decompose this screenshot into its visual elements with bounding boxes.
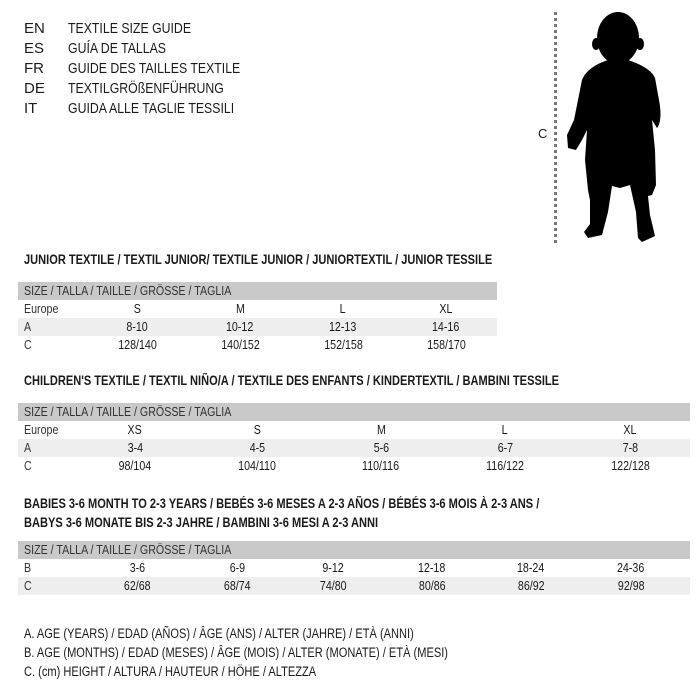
table-header: SIZE / TALLA / TAILLE / GRÖSSE / TAGLIA	[18, 541, 690, 559]
lang-title: GUIDE DES TAILLES TEXTILE	[68, 60, 241, 77]
babies-title-line2: BABYS 3-6 MONATE BIS 2-3 JAHRE / BAMBINI…	[24, 515, 379, 530]
lang-code: DE	[24, 80, 45, 97]
lang-code: ES	[24, 40, 45, 57]
lang-code: FR	[24, 60, 44, 77]
junior-size-table: SIZE / TALLA / TAILLE / GRÖSSE / TAGLIA …	[18, 282, 497, 354]
height-label: C	[538, 126, 548, 141]
junior-title: JUNIOR TEXTILE / TEXTIL JUNIOR/ TEXTILE …	[24, 252, 493, 267]
table-header: SIZE / TALLA / TAILLE / GRÖSSE / TAGLIA	[18, 403, 690, 421]
table-row: B 3-6 6-9 9-12 12-18 18-24 24-36	[24, 560, 645, 575]
children-size-table: SIZE / TALLA / TAILLE / GRÖSSE / TAGLIA …	[18, 403, 690, 475]
table-row: C 128/140 140/152 152/158 158/170	[24, 337, 466, 352]
table-header: SIZE / TALLA / TAILLE / GRÖSSE / TAGLIA	[18, 282, 497, 300]
lang-code: IT	[24, 100, 38, 117]
legend-a: A. AGE (YEARS) / EDAD (AÑOS) / ÂGE (ANS)…	[24, 626, 414, 641]
table-row: Europe S M L XL	[24, 301, 453, 316]
lang-title: TEXTILGRÖßENFÜHRUNG	[68, 80, 224, 97]
table-row: C 62/68 68/74 74/80 80/86 86/92 92/98	[18, 577, 690, 595]
table-row: Europe XS S M L XL	[24, 422, 637, 437]
lang-code: EN	[24, 20, 45, 37]
babies-size-table: SIZE / TALLA / TAILLE / GRÖSSE / TAGLIA …	[18, 541, 690, 595]
legend-c: C. (cm) HEIGHT / ALTURA / HAUTEUR / HÖHE…	[24, 664, 317, 679]
lang-title: GUIDA ALLE TAGLIE TESSILI	[68, 100, 235, 117]
table-row: A 3-4 4-5 5-6 6-7 7-8	[18, 439, 690, 457]
babies-title-line1: BABIES 3-6 MONTH TO 2-3 YEARS / BEBÉS 3-…	[24, 496, 540, 511]
height-measure-line	[554, 12, 557, 243]
legend-b: B. AGE (MONTHS) / EDAD (MESES) / ÂGE (MO…	[24, 645, 448, 660]
lang-title: TEXTILE SIZE GUIDE	[68, 20, 192, 37]
baby-silhouette-icon	[567, 12, 661, 242]
children-title: CHILDREN'S TEXTILE / TEXTIL NIÑO/A / TEX…	[24, 373, 560, 388]
table-row: A 8-10 10-12 12-13 14-16	[18, 318, 497, 336]
table-row: C 98/104 104/110 110/116 116/122 122/128	[24, 458, 650, 473]
lang-title: GUÍA DE TALLAS	[68, 40, 166, 57]
